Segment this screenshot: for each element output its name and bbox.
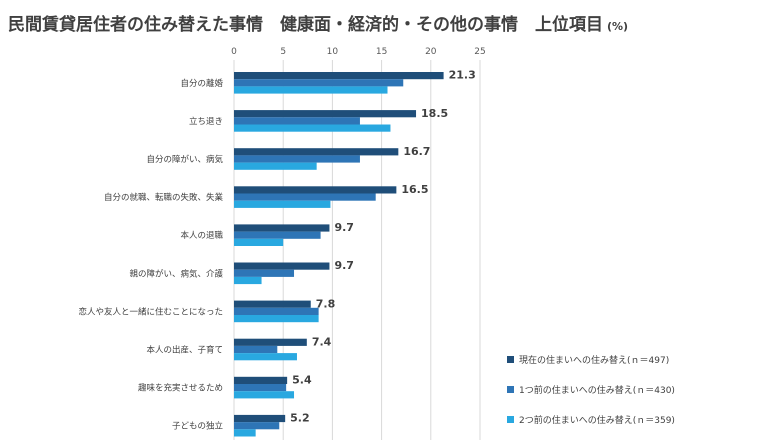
bar bbox=[234, 307, 319, 315]
data-label: 9.7 bbox=[334, 259, 354, 272]
data-label: 18.5 bbox=[421, 107, 448, 120]
legend-swatch bbox=[507, 415, 514, 423]
bar bbox=[234, 200, 331, 208]
bar bbox=[234, 193, 376, 201]
bar bbox=[234, 155, 360, 163]
x-tick-label: 15 bbox=[376, 47, 387, 57]
legend-item: 現在の住まいへの住み替え(ｎ＝497) bbox=[507, 352, 675, 366]
category-label: 本人の退職 bbox=[180, 230, 223, 241]
data-label: 7.8 bbox=[316, 297, 336, 310]
category-label: 子どもの独立 bbox=[172, 421, 224, 432]
data-label: 5.4 bbox=[292, 374, 312, 387]
bar bbox=[234, 269, 295, 277]
data-label: 21.3 bbox=[449, 69, 476, 82]
bar bbox=[234, 422, 280, 430]
bar bbox=[234, 429, 256, 437]
legend-label: 2つ前の住まいへの住み替え(ｎ＝359) bbox=[519, 415, 675, 426]
legend-item: 2つ前の住まいへの住み替え(ｎ＝359) bbox=[507, 412, 675, 426]
bar bbox=[234, 79, 404, 87]
legend-swatch bbox=[507, 355, 514, 363]
chart-title-text: 民間賃貸居住者の住み替えた事情 健康面・経済的・その他の事情 上位項目 bbox=[8, 15, 603, 35]
x-tick-label: 25 bbox=[474, 47, 485, 57]
data-label: 9.7 bbox=[334, 221, 354, 234]
data-label: 5.2 bbox=[290, 412, 310, 425]
bar bbox=[234, 345, 278, 354]
chart-title: 民間賃貸居住者の住み替えた事情 健康面・経済的・その他の事情 上位項目 (%) bbox=[8, 10, 628, 35]
bar bbox=[234, 238, 284, 246]
data-label: 16.7 bbox=[403, 145, 430, 158]
bar bbox=[234, 224, 330, 232]
category-label: 立ち退き bbox=[189, 116, 223, 127]
legend-swatch bbox=[507, 385, 514, 393]
bar bbox=[234, 110, 417, 118]
bar bbox=[234, 276, 262, 285]
category-label: 親の障がい、病気、介護 bbox=[129, 268, 223, 279]
legend-item: 1つ前の住まいへの住み替え(ｎ＝430) bbox=[507, 382, 675, 396]
legend-label: 1つ前の住まいへの住み替え(ｎ＝430) bbox=[519, 385, 675, 396]
bar bbox=[234, 391, 295, 399]
x-tick-label: 5 bbox=[280, 47, 286, 57]
data-label: 16.5 bbox=[401, 183, 428, 196]
category-label: 恋人や友人と一緒に住むことになった bbox=[78, 306, 223, 317]
x-tick-label: 20 bbox=[425, 47, 437, 57]
category-label: 自分の就職、転職の失敗、失業 bbox=[104, 192, 224, 203]
chart-unit: (%) bbox=[607, 20, 629, 33]
data-label: 7.4 bbox=[312, 335, 332, 348]
category-label: 趣味を充実させるため bbox=[138, 383, 223, 394]
bar bbox=[234, 231, 321, 239]
bar bbox=[234, 376, 288, 384]
category-label: 本人の出産、子育て bbox=[146, 345, 223, 356]
bar bbox=[234, 315, 319, 323]
bar bbox=[234, 72, 444, 80]
bar bbox=[234, 186, 397, 194]
bar bbox=[234, 124, 391, 132]
category-label: 自分の障がい、病気 bbox=[146, 154, 223, 165]
bar bbox=[234, 300, 311, 308]
bar bbox=[234, 148, 399, 156]
chart-legend: 現在の住まいへの住み替え(ｎ＝497) 1つ前の住まいへの住み替え(ｎ＝430)… bbox=[507, 352, 675, 442]
bar bbox=[234, 86, 388, 94]
x-tick-label: 0 bbox=[231, 47, 237, 57]
bar bbox=[234, 162, 317, 170]
bar bbox=[234, 117, 360, 125]
bar bbox=[234, 353, 297, 361]
bar bbox=[234, 338, 307, 346]
legend-label: 現在の住まいへの住み替え(ｎ＝497) bbox=[519, 355, 670, 366]
x-tick-label: 10 bbox=[327, 47, 339, 57]
bar bbox=[234, 384, 287, 392]
bar bbox=[234, 262, 330, 270]
bar bbox=[234, 414, 286, 423]
category-label: 自分の離婚 bbox=[180, 78, 223, 89]
